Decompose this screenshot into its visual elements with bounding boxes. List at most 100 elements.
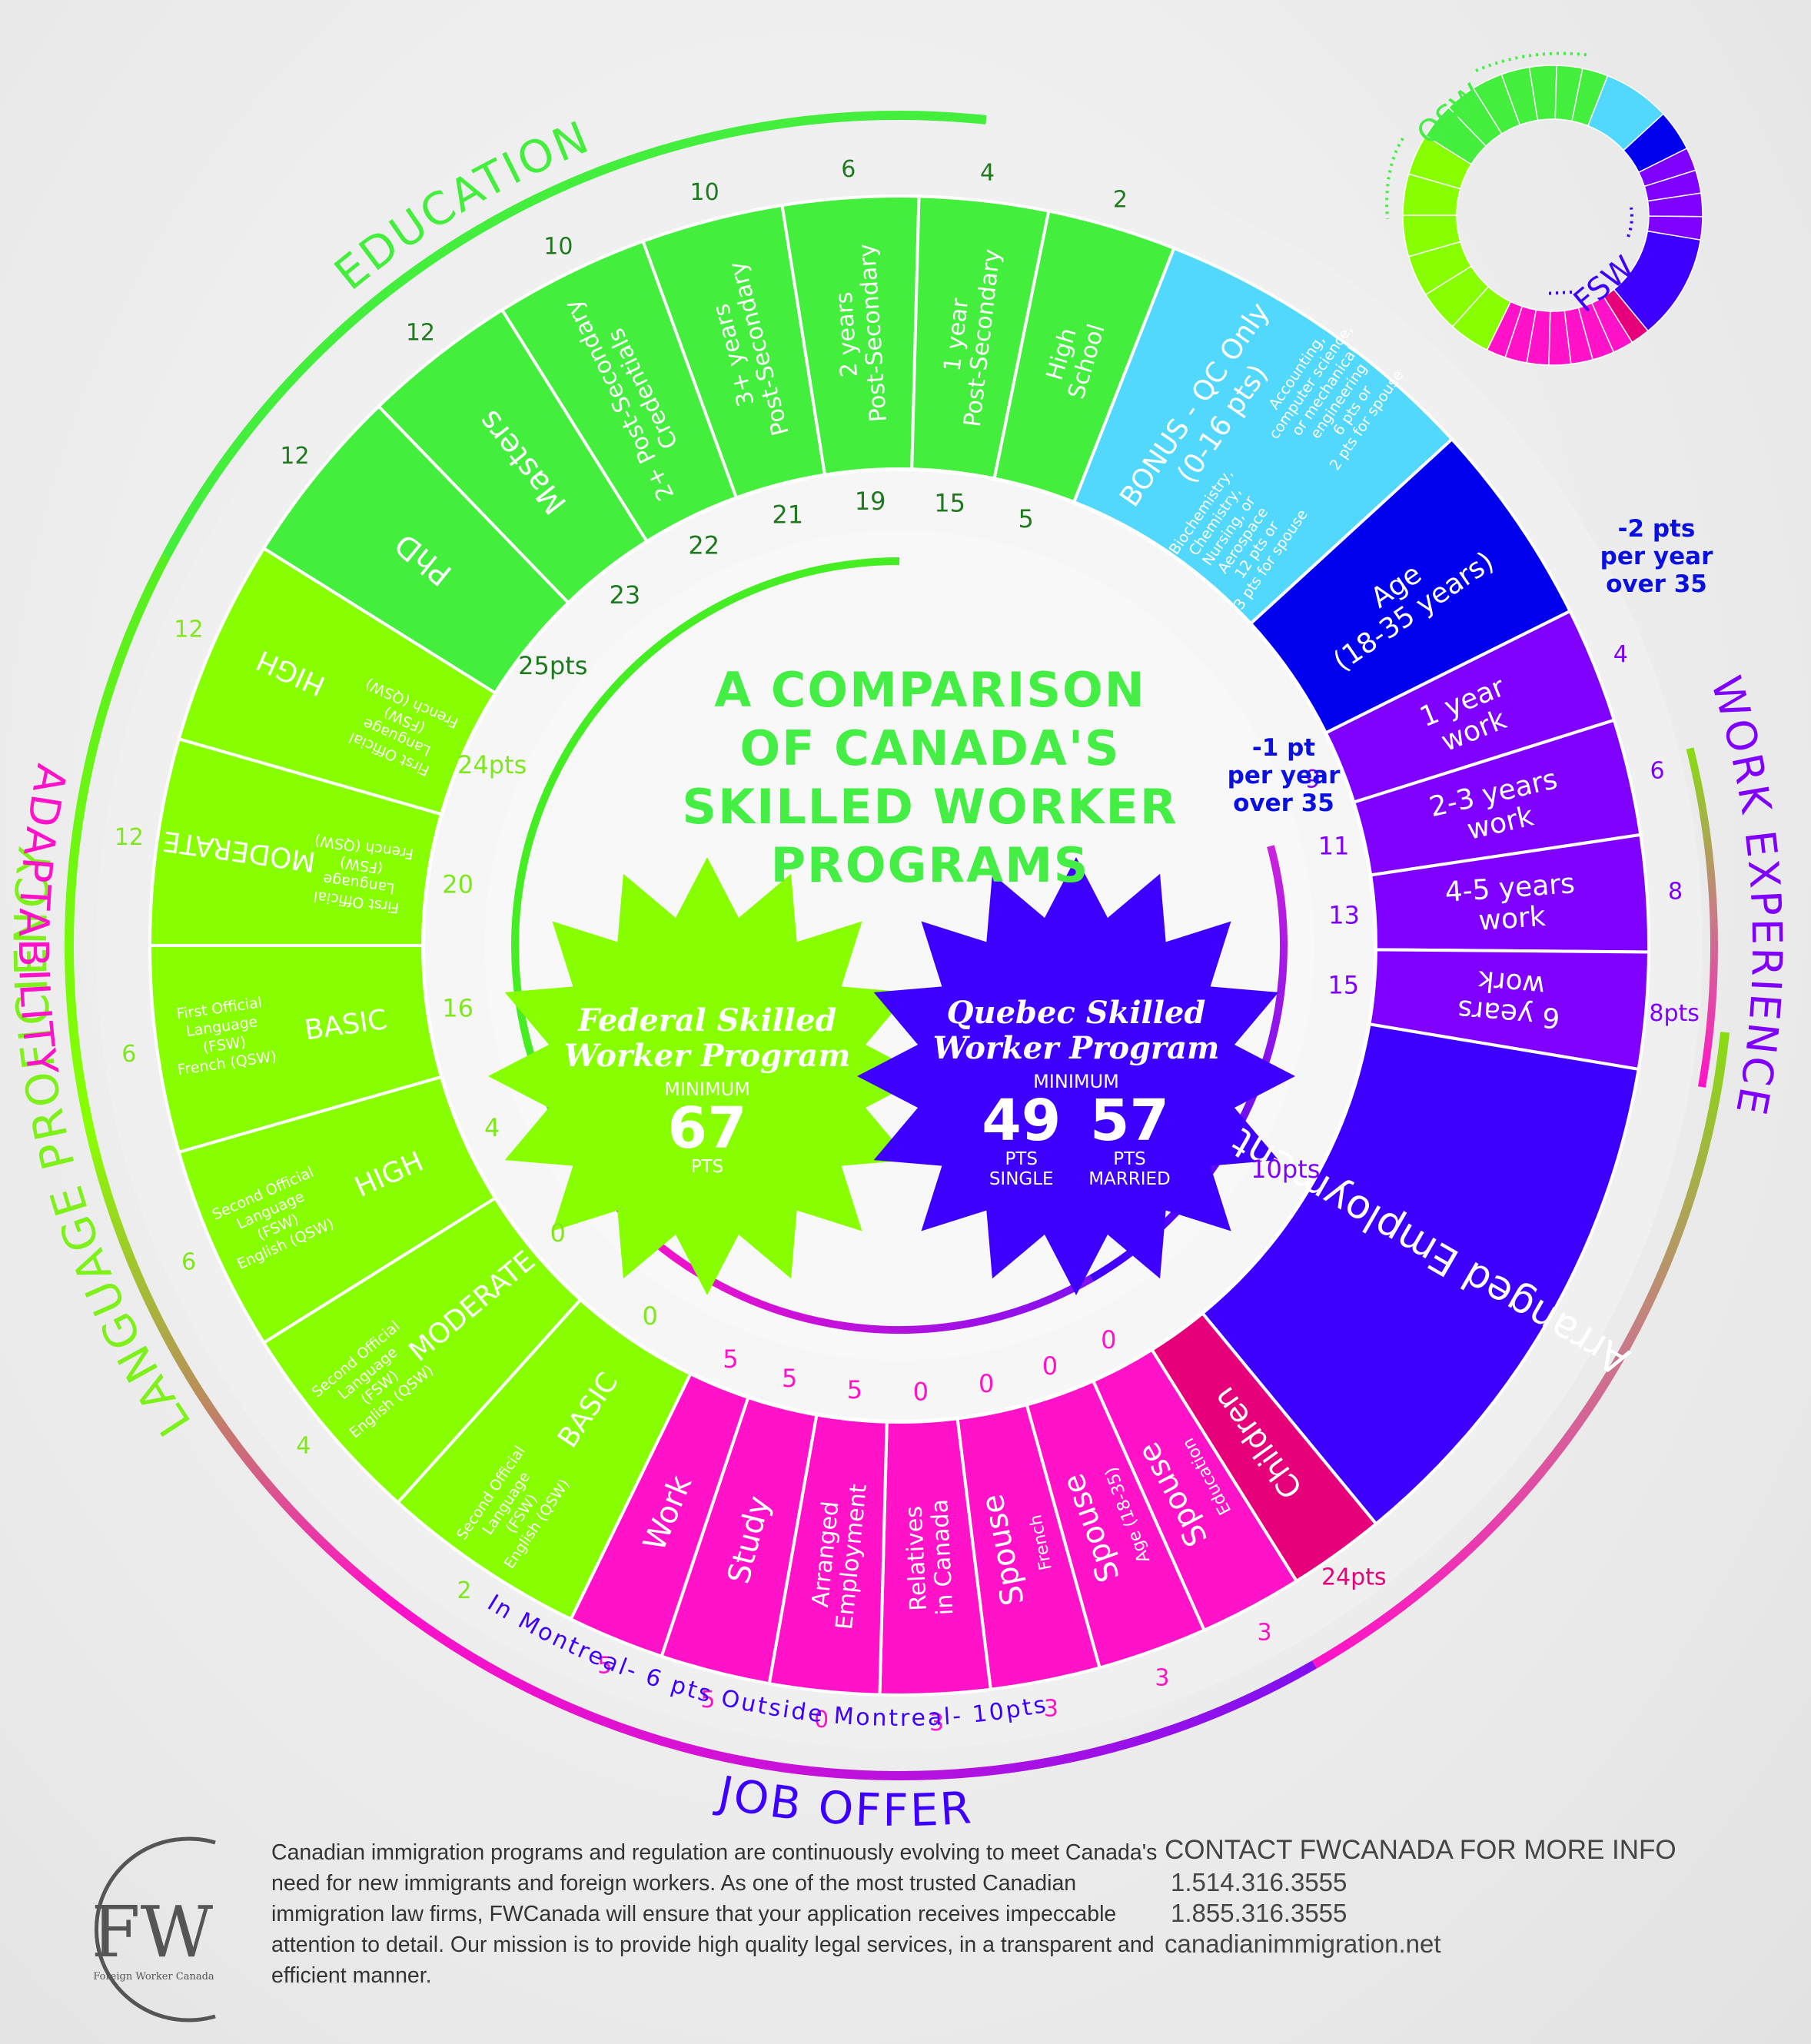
qsw-score: 12 <box>174 616 203 643</box>
qsw-score: 10 <box>543 233 573 260</box>
title-line: OF CANADA'S <box>739 720 1121 776</box>
fsw-minimum-unit: PTS <box>690 1157 724 1177</box>
qsw-married-label: MARRIED <box>1088 1169 1171 1189</box>
qsw-single-label: SINGLE <box>989 1169 1054 1189</box>
qsw-score: 8pts <box>1649 1000 1700 1027</box>
title-line: PROGRAMS <box>770 837 1090 893</box>
fsw-adaptability-arc <box>602 1190 1094 1334</box>
contact-title: CONTACT FWCANADA FOR MORE INFO <box>1165 1835 1676 1865</box>
fsw-score: 15 <box>1328 971 1359 1000</box>
fsw-score: 5 <box>782 1364 797 1393</box>
fsw-minimum-label: MINIMUM <box>664 1079 750 1100</box>
qsw-score: 8 <box>1668 878 1683 905</box>
legend-fsw-arrow <box>1544 291 1573 295</box>
title-line: A COMPARISON <box>714 662 1146 718</box>
qsw-score: 5 <box>597 1653 612 1680</box>
qsw-single: 49 PTS SINGLE <box>982 1092 1061 1189</box>
fsw-minimum-value: 67 <box>667 1095 747 1162</box>
fwcanada-logo: FW Foreign Worker Canada <box>91 1836 216 2022</box>
qsw-score: 4 <box>980 160 995 187</box>
page-title: A COMPARISON OF CANADA'S SKILLED WORKER … <box>584 661 1276 895</box>
fsw-score: 24pts <box>457 750 527 779</box>
fsw-score: 23 <box>610 580 641 610</box>
age-fsw-note: -1 pt per year over 35 <box>1227 734 1341 817</box>
phone-tollfree[interactable]: 1.855.316.3555 <box>1171 1899 1347 1927</box>
legend-qsw-arrow <box>1385 137 1404 220</box>
qsw-score: 3 <box>1258 1620 1272 1647</box>
qsw-married-unit: PTS <box>1113 1149 1146 1169</box>
fsw-score: 4 <box>484 1113 500 1142</box>
fsw-education-arc <box>534 557 900 816</box>
qsw-married-value: 57 <box>1090 1088 1169 1154</box>
qsw-score: 12 <box>280 443 309 470</box>
title-line: SKILLED WORKER <box>682 779 1178 835</box>
fsw-badge-title: Worker Program <box>563 1038 851 1074</box>
qsw-married: 57 PTS MARRIED <box>1088 1092 1171 1189</box>
fsw-starburst <box>488 857 926 1295</box>
qsw-single-value: 49 <box>982 1088 1062 1154</box>
qsw-single-unit: PTS <box>1005 1149 1038 1169</box>
qsw-score: 12 <box>406 320 435 347</box>
svg-text:Relatives: Relatives <box>901 1505 933 1611</box>
adaptability-arc <box>385 1596 1317 1780</box>
fsw-score: 11 <box>1318 832 1350 861</box>
qsw-score: 4 <box>1613 641 1628 668</box>
education-arc <box>162 111 987 558</box>
contact-block: CONTACT FWCANADA FOR MORE INFO 1.514.316… <box>1165 1833 1676 1959</box>
legend-fsw-arrow <box>1627 207 1633 238</box>
fsw-score: 19 <box>855 487 886 516</box>
legend-segment <box>1407 135 1473 190</box>
qsw-score: 0 <box>814 1707 829 1733</box>
qsw-score: 5 <box>700 1687 715 1713</box>
svg-text:Foreign Worker Canada: Foreign Worker Canada <box>93 1971 214 1983</box>
fsw-score: 0 <box>642 1301 657 1331</box>
fsw-minimum-badge: Federal Skilled Worker Program MINIMUM 6… <box>553 1002 861 1178</box>
website-link[interactable]: canadianimmigration.net <box>1165 1929 1441 1958</box>
qsw-score: 12 <box>115 824 144 851</box>
fsw-score: 0 <box>913 1377 929 1406</box>
svg-text:FW: FW <box>91 1891 214 1973</box>
qsw-badge-title: Quebec Skilled <box>946 995 1206 1031</box>
fsw-score: 9 <box>1305 765 1321 794</box>
qsw-score: 6 <box>841 156 856 183</box>
qsw-starburst <box>857 857 1295 1295</box>
svg-text:work: work <box>1477 964 1547 1001</box>
fsw-score: 15 <box>934 489 965 518</box>
segment-job <box>1200 1022 1640 1527</box>
qsw-score: 6 <box>121 1041 136 1068</box>
fsw-score: 0 <box>1101 1325 1116 1354</box>
fsw-score: 16 <box>442 994 474 1023</box>
segment-lang <box>177 546 497 816</box>
work-experience-arc <box>1686 747 1718 1088</box>
fsw-score: 22 <box>688 531 719 560</box>
language-arc <box>65 553 391 1604</box>
fsw-score: 5 <box>847 1375 862 1404</box>
job-offer-arc <box>1311 1032 1730 1669</box>
qsw-score: 6 <box>1650 757 1665 784</box>
svg-text:work: work <box>1477 901 1547 937</box>
phone-montreal[interactable]: 1.514.316.3555 <box>1171 1868 1347 1896</box>
fsw-badge-title: Federal Skilled <box>577 1002 837 1039</box>
fsw-score: 0 <box>550 1218 566 1248</box>
fsw-score: 21 <box>772 500 803 529</box>
fsw-score: 0 <box>1042 1351 1058 1381</box>
qsw-score: 24pts <box>1321 1564 1387 1590</box>
qsw-score: 3 <box>929 1710 944 1737</box>
fsw-score: 5 <box>1018 504 1034 533</box>
fsw-score: 25pts <box>518 651 587 680</box>
qsw-score: 3 <box>1044 1696 1058 1723</box>
fsw-score: 10pts <box>1251 1155 1320 1184</box>
fsw-score: 5 <box>723 1344 738 1374</box>
fsw-score: 0 <box>979 1369 994 1398</box>
qsw-minimum-badge: Quebec Skilled Worker Program MINIMUM 49… <box>915 995 1238 1190</box>
age-qsw-note: -2 pts per year over 35 <box>1600 515 1713 598</box>
qsw-badge-title: Worker Program <box>932 1030 1220 1066</box>
qsw-score: 3 <box>1155 1664 1169 1691</box>
qsw-score: 2 <box>457 1577 472 1604</box>
company-description: Canadian immigration programs and regula… <box>271 1840 1158 1988</box>
qsw-score: 2 <box>1113 187 1128 214</box>
fsw-score: 13 <box>1328 901 1360 930</box>
qsw-minimum-label: MINIMUM <box>1033 1071 1119 1092</box>
